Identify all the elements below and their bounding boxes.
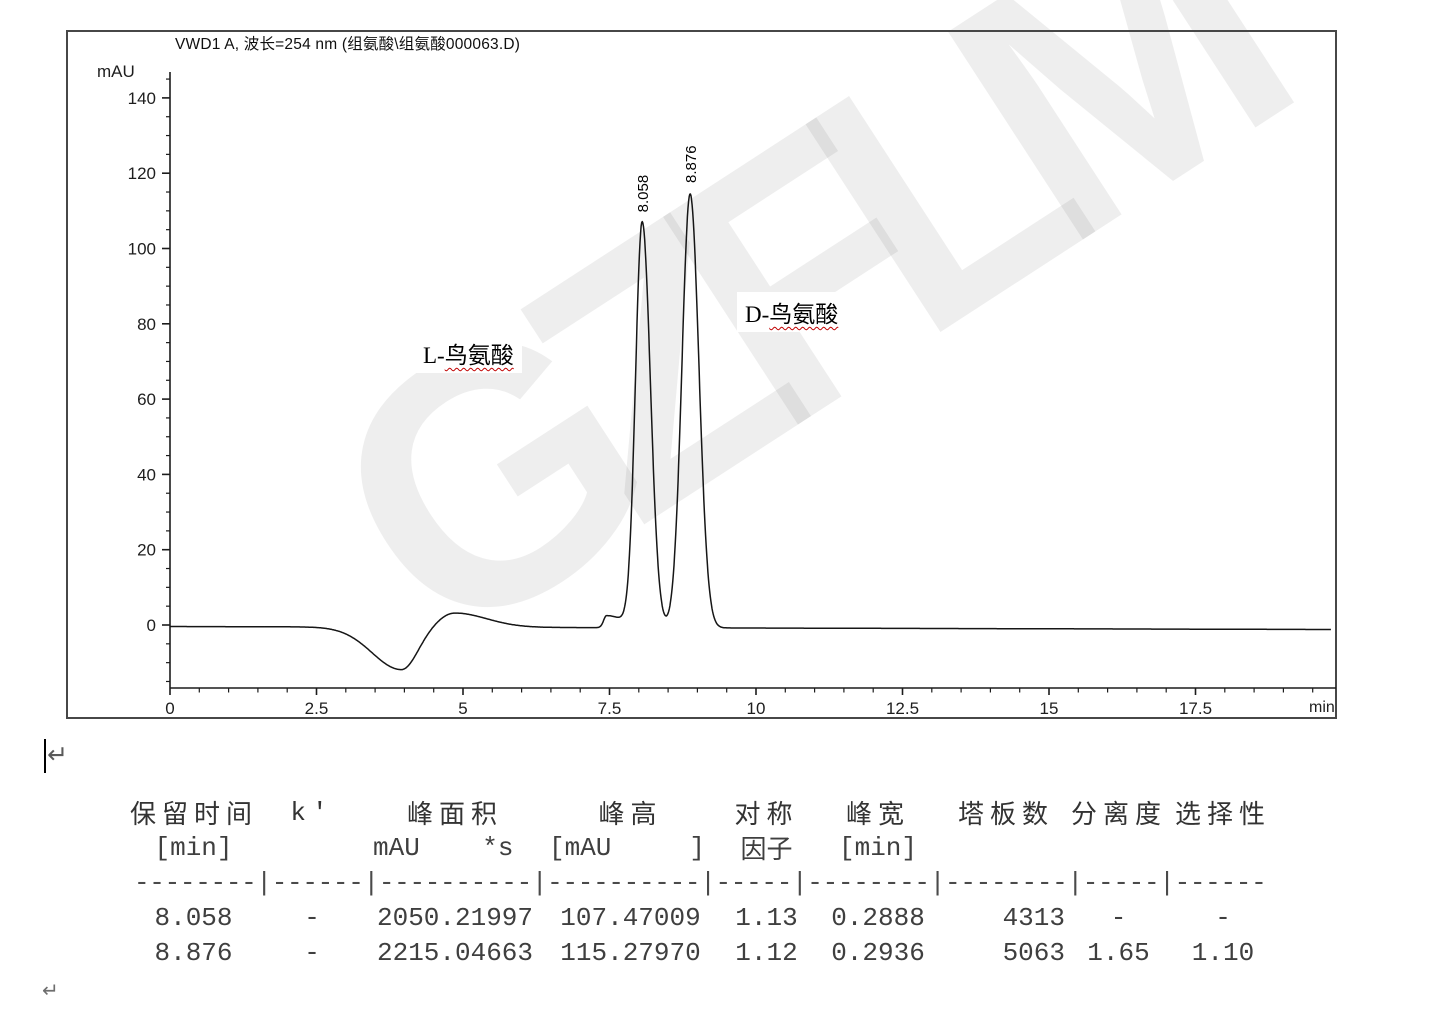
table-cell: - — [1215, 902, 1231, 933]
x-tick-label: 7.5 — [598, 699, 622, 718]
table-cell: [min] — [838, 832, 917, 863]
table-cell: [mAU ] — [549, 832, 706, 863]
table-cell: k' — [290, 797, 334, 828]
table-row: 8.058 - 2050.21997 107.47009 1.13 0.2888 4313 -… — [130, 900, 1280, 935]
chromatogram-trace — [169, 193, 1332, 671]
x-tick-label: 2.5 — [305, 699, 329, 718]
plot-border — [66, 30, 1337, 719]
y-tick-label: 140 — [128, 89, 156, 108]
table-cell: - — [304, 937, 320, 968]
table-cell: 4313 — [1002, 902, 1065, 933]
table-cell: 8.058 — [154, 902, 233, 933]
annotation-compound: 鸟氨酸 — [769, 302, 839, 327]
x-tick-label: 0 — [165, 699, 174, 718]
x-tick-label: 15 — [1040, 699, 1059, 718]
annotation-prefix: D- — [745, 302, 770, 327]
table-cell: 1.65 — [1087, 937, 1150, 968]
table-cell: 塔板数 — [957, 801, 1054, 831]
table-cell: 8.876 — [154, 937, 233, 968]
table-row: [min] mAU *s [mAU ] 因子 [min] — [130, 830, 1280, 867]
table-cell: 1.12 — [735, 937, 798, 968]
table-cell: 峰面积 — [406, 801, 503, 831]
table-cell: 峰高 — [598, 801, 663, 831]
table-row: 8.876 - 2215.04663 115.27970 1.12 0.2936 5063 1… — [130, 935, 1280, 970]
table-cell: - — [1110, 902, 1127, 933]
chart-title: VWD1 A, 波长=254 nm (组氨酸\组氨酸000063.D) — [175, 36, 521, 53]
paragraph-return-mark: ↵ — [42, 978, 59, 1002]
y-tick-label: 100 — [128, 240, 156, 259]
annotation-prefix: L- — [423, 343, 445, 368]
peak-label-backplate — [644, 148, 664, 215]
annotation-compound: 鸟氨酸 — [444, 343, 514, 368]
peak-rt-label: 8.876 — [683, 145, 700, 183]
table-cell: 峰宽 — [845, 801, 910, 831]
table-cell: 选择性 — [1174, 801, 1271, 831]
peak-results-table: 保留时间 k' 峰面积 峰高 对称 峰宽 塔板数 分离度 选择性 [min] mAU *s [mAU … — [130, 795, 1280, 970]
y-tick-label: 80 — [137, 315, 156, 334]
table-cell: 因子 — [740, 836, 793, 866]
peak-annotation-L: L-鸟氨酸 — [415, 333, 522, 373]
y-axis-unit-label: mAU — [97, 62, 135, 81]
table-cell: 0.2888 — [831, 902, 925, 933]
table-cell: 115.27970 — [560, 937, 701, 968]
table-cell: 对称 — [734, 801, 799, 831]
y-tick-label: 20 — [137, 541, 156, 560]
x-axis-unit-label: min — [1309, 699, 1335, 716]
y-tick-label: 0 — [147, 616, 156, 635]
x-tick-label: 17.5 — [1179, 699, 1212, 718]
y-tick-label: 120 — [128, 164, 156, 183]
x-tick-label: 5 — [458, 699, 467, 718]
x-tick-label: 12.5 — [886, 699, 919, 718]
x-tick-label: 10 — [747, 699, 766, 718]
peak-annotation-D: D-鸟氨酸 — [737, 292, 847, 332]
table-cell: 分离度 — [1071, 801, 1168, 831]
table-cell: 保留时间 — [130, 801, 259, 831]
table-separator: --------|------|----------|----------|--… — [134, 867, 1267, 898]
table-cell: 0.2936 — [831, 937, 925, 968]
table-cell: - — [304, 902, 320, 933]
y-tick-label: 40 — [137, 465, 156, 484]
paragraph-return-mark: ↵ — [47, 740, 68, 769]
table-cell: [min] — [154, 832, 233, 863]
table-row: 保留时间 k' 峰面积 峰高 对称 峰宽 塔板数 分离度 选择性 — [130, 795, 1280, 832]
table-cell: 5063 — [1002, 937, 1065, 968]
table-cell: 1.13 — [735, 902, 798, 933]
table-cell: 1.10 — [1191, 937, 1255, 968]
table-cell: 2215.04663 — [376, 937, 534, 968]
table-cell: mAU *s — [373, 832, 514, 863]
peak-label-backplate — [692, 118, 712, 185]
text-cursor[interactable] — [44, 739, 46, 773]
table-cell: 107.47009 — [560, 902, 701, 933]
y-tick-label: 60 — [137, 390, 156, 409]
peak-rt-label: 8.058 — [635, 175, 652, 213]
table-cell: 2050.21997 — [376, 902, 534, 933]
